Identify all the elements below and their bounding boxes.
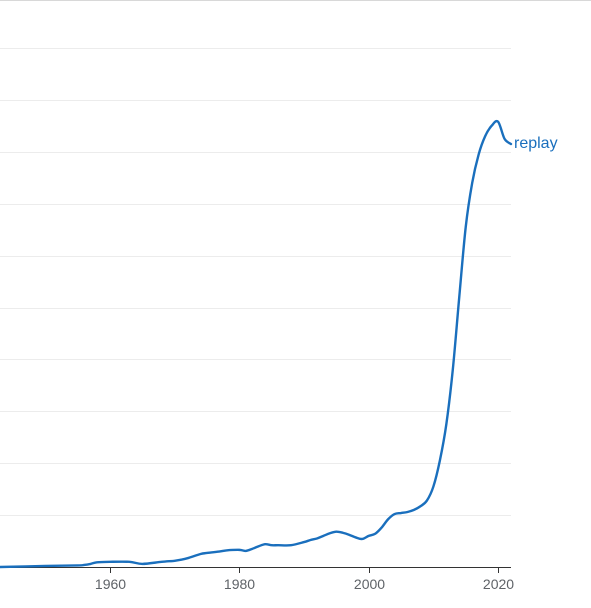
x-tick-label-1980: 1980 [224,576,255,592]
x-axis-ticks: 1960 1980 2000 2020 [95,567,514,592]
series-label-replay: replay [514,135,558,152]
gridlines [0,48,511,516]
x-tick-label-2020: 2020 [483,576,514,592]
series-line-replay [0,119,513,569]
x-tick-label-2000: 2000 [354,576,385,592]
x-tick-label-1960: 1960 [95,576,126,592]
series-group: replay [0,119,558,569]
